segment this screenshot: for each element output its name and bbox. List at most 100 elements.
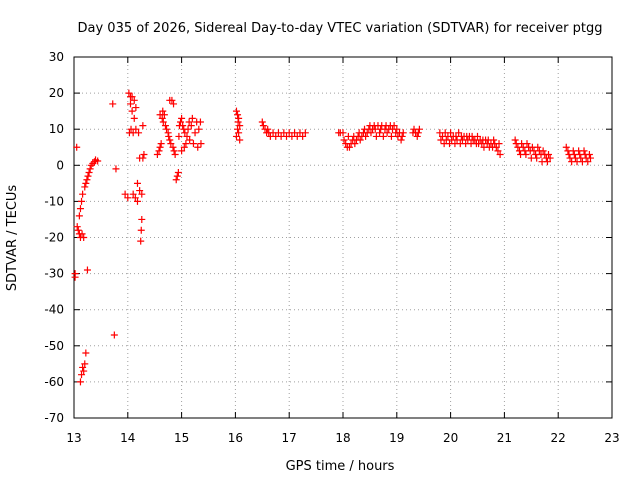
data-point: [356, 136, 364, 144]
data-point: [195, 125, 203, 133]
data-points: [71, 89, 594, 386]
data-point: [165, 132, 173, 140]
data-point: [393, 125, 401, 133]
data-point: [160, 111, 168, 119]
data-point: [414, 129, 422, 137]
data-point: [234, 111, 242, 119]
data-point: [86, 165, 94, 173]
data-point: [126, 100, 134, 108]
data-point: [580, 147, 588, 155]
data-point: [194, 143, 202, 151]
data-point: [586, 154, 594, 162]
data-point: [372, 132, 380, 140]
data-point: [383, 129, 391, 137]
data-point: [76, 378, 84, 386]
data-point: [169, 143, 177, 151]
data-point: [474, 132, 481, 140]
data-point: [76, 205, 84, 213]
data-point: [109, 100, 117, 108]
y-tick-label: -60: [44, 375, 64, 389]
data-point: [376, 129, 384, 137]
data-point: [494, 147, 502, 155]
data-point: [397, 136, 405, 144]
y-tick-label: 10: [49, 122, 64, 136]
data-point: [367, 129, 375, 137]
data-point: [235, 114, 243, 122]
data-point: [79, 190, 87, 198]
data-point: [80, 234, 88, 241]
data-point: [496, 150, 504, 158]
data-point: [339, 129, 347, 137]
data-point: [180, 143, 188, 151]
data-point: [79, 363, 87, 371]
data-point: [138, 190, 146, 198]
data-point: [362, 132, 370, 140]
data-point: [545, 150, 553, 158]
data-point: [78, 230, 86, 238]
y-tick-label: 30: [49, 50, 64, 64]
data-point: [258, 118, 266, 126]
data-point: [189, 140, 197, 148]
data-point: [181, 129, 189, 137]
data-point: [191, 129, 199, 137]
data-point: [522, 150, 530, 158]
x-tick-label: 13: [66, 431, 81, 445]
data-point: [81, 183, 89, 191]
data-point: [173, 172, 181, 180]
data-point: [161, 122, 169, 130]
data-point: [135, 129, 143, 137]
data-point: [533, 154, 541, 162]
data-point: [415, 125, 423, 133]
data-point: [83, 176, 91, 184]
data-point: [340, 136, 348, 144]
data-point: [132, 104, 140, 112]
data-point: [138, 215, 146, 223]
data-point: [139, 122, 147, 130]
data-point: [178, 114, 186, 122]
data-point: [179, 122, 187, 130]
data-point: [131, 194, 139, 202]
data-point: [345, 143, 353, 151]
x-tick-label: 18: [335, 431, 350, 445]
data-point: [259, 122, 267, 130]
data-point: [94, 157, 102, 165]
data-point: [130, 96, 138, 104]
data-point: [584, 158, 592, 166]
x-tick-label: 15: [174, 431, 189, 445]
data-point: [184, 125, 192, 133]
data-point: [264, 125, 272, 133]
data-point: [128, 93, 136, 101]
y-tick-label: -10: [44, 194, 64, 208]
data-point: [157, 140, 165, 148]
data-point: [539, 147, 547, 155]
data-point: [166, 136, 174, 144]
data-point: [546, 154, 554, 162]
y-tick-label: 20: [49, 86, 64, 100]
data-point: [78, 371, 86, 379]
x-tick-label: 14: [120, 431, 135, 445]
data-point: [299, 132, 307, 140]
data-point: [174, 169, 182, 177]
y-tick-label: -20: [44, 231, 64, 245]
data-point: [186, 136, 194, 144]
x-tick-label: 21: [497, 431, 512, 445]
data-point: [140, 150, 148, 158]
data-point: [171, 150, 179, 158]
data-point: [167, 140, 175, 148]
data-point: [125, 89, 133, 97]
data-point: [82, 349, 90, 357]
data-point: [183, 132, 191, 140]
data-point: [523, 140, 531, 148]
data-point: [85, 169, 93, 177]
data-point: [511, 136, 519, 144]
data-point: [562, 143, 570, 151]
y-tick-label: -40: [44, 303, 64, 317]
data-point: [455, 129, 463, 137]
data-point: [197, 140, 205, 148]
y-tick-label: -50: [44, 339, 64, 353]
data-point: [495, 140, 503, 148]
data-point: [132, 125, 140, 133]
data-point: [170, 147, 178, 155]
data-point: [124, 194, 132, 202]
data-point: [188, 114, 196, 122]
